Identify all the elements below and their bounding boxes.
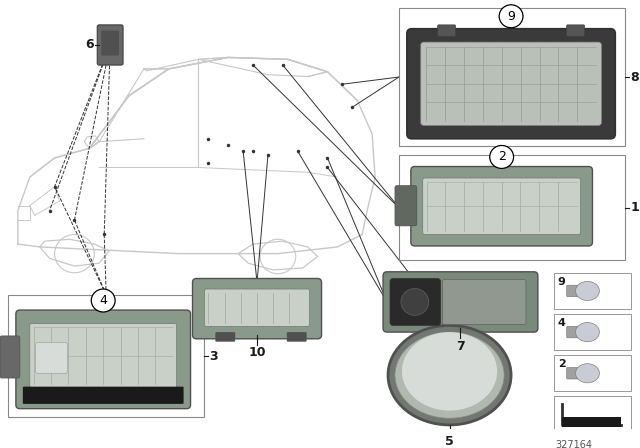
- Bar: [554, 355, 631, 392]
- Text: 4: 4: [557, 318, 566, 328]
- FancyBboxPatch shape: [443, 280, 526, 324]
- FancyBboxPatch shape: [438, 25, 456, 36]
- Bar: [554, 396, 631, 429]
- FancyBboxPatch shape: [566, 367, 579, 379]
- FancyBboxPatch shape: [423, 178, 580, 234]
- Text: 5: 5: [445, 435, 454, 448]
- Text: 6: 6: [86, 39, 94, 52]
- FancyBboxPatch shape: [407, 29, 615, 139]
- Text: 10: 10: [248, 346, 266, 359]
- FancyBboxPatch shape: [390, 279, 440, 325]
- Ellipse shape: [575, 281, 600, 301]
- Text: 327164: 327164: [556, 440, 593, 448]
- Circle shape: [92, 289, 115, 312]
- Text: 2: 2: [498, 151, 506, 164]
- Ellipse shape: [388, 325, 511, 425]
- FancyBboxPatch shape: [395, 185, 417, 226]
- FancyBboxPatch shape: [566, 326, 579, 338]
- Ellipse shape: [575, 323, 600, 342]
- FancyBboxPatch shape: [383, 272, 538, 332]
- Bar: [399, 8, 625, 146]
- FancyBboxPatch shape: [562, 417, 621, 427]
- Text: 8: 8: [630, 70, 639, 83]
- Circle shape: [401, 289, 429, 315]
- Text: 7: 7: [456, 340, 465, 353]
- FancyBboxPatch shape: [420, 42, 602, 125]
- FancyBboxPatch shape: [30, 323, 177, 388]
- Circle shape: [499, 5, 523, 28]
- Ellipse shape: [402, 332, 497, 410]
- Text: 4: 4: [99, 294, 107, 307]
- Text: 9: 9: [557, 276, 566, 287]
- FancyBboxPatch shape: [411, 167, 593, 246]
- Text: 3: 3: [209, 349, 218, 362]
- FancyBboxPatch shape: [101, 30, 119, 56]
- FancyBboxPatch shape: [16, 310, 191, 409]
- FancyBboxPatch shape: [204, 289, 310, 326]
- FancyBboxPatch shape: [0, 336, 20, 378]
- Circle shape: [490, 146, 513, 168]
- Bar: [554, 314, 631, 350]
- FancyBboxPatch shape: [23, 387, 184, 404]
- FancyBboxPatch shape: [566, 285, 579, 297]
- FancyBboxPatch shape: [287, 332, 307, 342]
- FancyBboxPatch shape: [566, 25, 584, 36]
- FancyBboxPatch shape: [215, 332, 235, 342]
- Text: 2: 2: [557, 359, 566, 369]
- Bar: [554, 273, 631, 309]
- Text: 9: 9: [507, 10, 515, 23]
- Ellipse shape: [395, 332, 504, 418]
- FancyBboxPatch shape: [36, 343, 67, 373]
- FancyBboxPatch shape: [97, 25, 123, 65]
- FancyBboxPatch shape: [193, 279, 321, 339]
- Ellipse shape: [575, 364, 600, 383]
- Bar: [399, 155, 625, 260]
- Bar: [8, 295, 204, 417]
- Text: 1: 1: [630, 201, 639, 214]
